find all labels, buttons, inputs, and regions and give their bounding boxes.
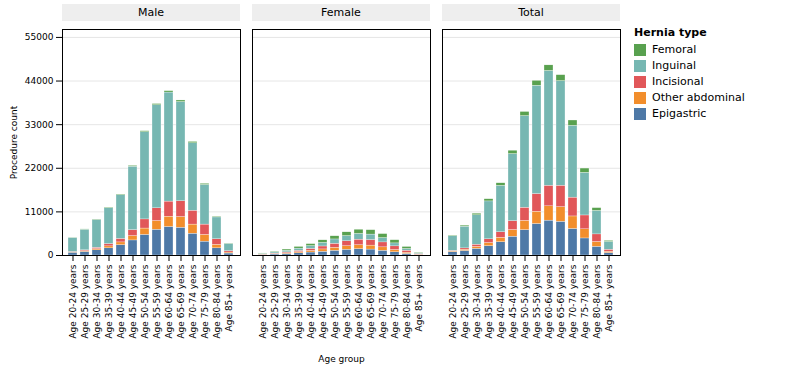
svg-text:Age 70-74 years: Age 70-74 years <box>188 264 198 338</box>
html-text:Hernia type: Hernia type <box>634 26 707 39</box>
svg-text:Age 85+ years: Age 85+ years <box>414 264 424 331</box>
svg-text:Age 85+ years: Age 85+ years <box>604 264 614 331</box>
svg-text:Age 25-29 years: Age 25-29 years <box>460 264 470 338</box>
html-text:Female: Female <box>321 6 361 19</box>
svg-text:Age 75-79 years: Age 75-79 years <box>390 264 400 338</box>
svg-text:Age 45-49 years: Age 45-49 years <box>128 264 138 338</box>
svg-text:Age 25-29 years: Age 25-29 years <box>270 264 280 338</box>
svg-text:Age 75-79 years: Age 75-79 years <box>580 264 590 338</box>
svg-text:Age 40-44 years: Age 40-44 years <box>116 264 126 338</box>
svg-text:Age 30-34 years: Age 30-34 years <box>282 264 292 338</box>
svg-text:Age 20-24 years: Age 20-24 years <box>258 264 268 338</box>
svg-text:Age 30-34 years: Age 30-34 years <box>92 264 102 338</box>
svg-text:Age 55-59 years: Age 55-59 years <box>152 264 162 338</box>
svg-text:Age 60-64 years: Age 60-64 years <box>544 264 554 338</box>
svg-text:Age 35-39 years: Age 35-39 years <box>484 264 494 338</box>
html-text:Male: Male <box>138 6 164 19</box>
svg-text:Age 55-59 years: Age 55-59 years <box>532 264 542 338</box>
svg-text:Age 50-54 years: Age 50-54 years <box>330 264 340 338</box>
html-text:Epigastric: Epigastric <box>652 107 707 120</box>
html-text:Other abdominal: Other abdominal <box>652 91 745 104</box>
svg-text:Age 65-69 years: Age 65-69 years <box>556 264 566 338</box>
svg-text:Age 65-69 years: Age 65-69 years <box>366 264 376 338</box>
svg-text:Age 50-54 years: Age 50-54 years <box>140 264 150 338</box>
svg-text:22000: 22000 <box>25 163 54 173</box>
svg-text:Age 40-44 years: Age 40-44 years <box>496 264 506 338</box>
svg-text:Procedure count: Procedure count <box>9 105 19 179</box>
svg-text:Age 80-84 years: Age 80-84 years <box>592 264 602 338</box>
svg-text:0: 0 <box>48 250 54 260</box>
svg-text:Age 35-39 years: Age 35-39 years <box>104 264 114 338</box>
svg-text:Age 80-84 years: Age 80-84 years <box>402 264 412 338</box>
svg-text:Age 85+ years: Age 85+ years <box>224 264 234 331</box>
svg-text:Age 60-64 years: Age 60-64 years <box>354 264 364 338</box>
svg-text:Age 45-49 years: Age 45-49 years <box>318 264 328 338</box>
svg-text:Age group: Age group <box>318 354 365 364</box>
svg-text:Age 40-44 years: Age 40-44 years <box>306 264 316 338</box>
svg-text:Age 60-64 years: Age 60-64 years <box>164 264 174 338</box>
svg-text:Age 25-29 years: Age 25-29 years <box>80 264 90 338</box>
html-text:Total: Total <box>518 6 544 19</box>
svg-text:Age 80-84 years: Age 80-84 years <box>212 264 222 338</box>
svg-text:Age 45-49 years: Age 45-49 years <box>508 264 518 338</box>
svg-text:Age 65-69 years: Age 65-69 years <box>176 264 186 338</box>
html-text:Incisional: Incisional <box>652 75 704 88</box>
svg-text:55000: 55000 <box>25 32 54 42</box>
svg-text:Age 70-74 years: Age 70-74 years <box>568 264 578 338</box>
svg-text:Age 75-79 years: Age 75-79 years <box>200 264 210 338</box>
svg-text:Age 20-24 years: Age 20-24 years <box>448 264 458 338</box>
svg-text:Age 35-39 years: Age 35-39 years <box>294 264 304 338</box>
html-text:Inguinal: Inguinal <box>652 59 696 72</box>
svg-text:33000: 33000 <box>25 120 54 130</box>
html-text:Femoral: Femoral <box>652 43 697 56</box>
svg-text:Age 70-74 years: Age 70-74 years <box>378 264 388 338</box>
svg-text:44000: 44000 <box>25 76 54 86</box>
svg-text:11000: 11000 <box>25 207 54 217</box>
svg-text:Age 55-59 years: Age 55-59 years <box>342 264 352 338</box>
svg-text:Age 20-24 years: Age 20-24 years <box>68 264 78 338</box>
svg-text:Age 30-34 years: Age 30-34 years <box>472 264 482 338</box>
svg-text:Age 50-54 years: Age 50-54 years <box>520 264 530 338</box>
